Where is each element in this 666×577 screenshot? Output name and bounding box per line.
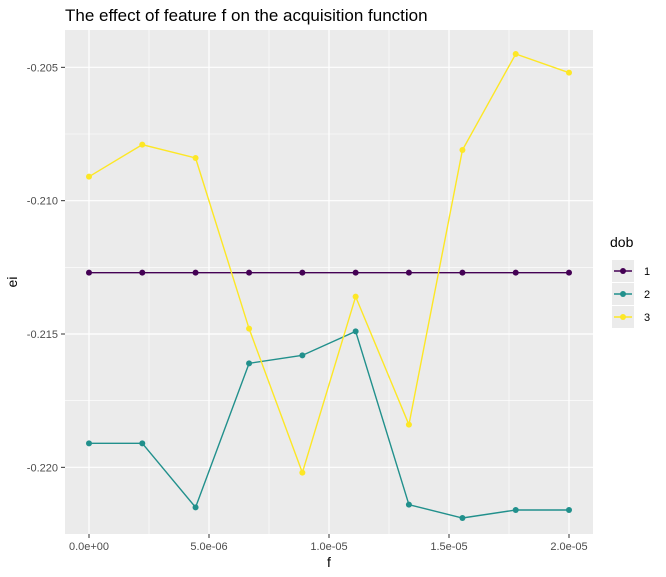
x-tick-label: 0.0e+00 bbox=[69, 541, 109, 553]
x-axis: 0.0e+00 5.0e-06 1.0e-05 1.5e-05 2.0e-05 bbox=[69, 534, 588, 553]
data-point bbox=[405, 421, 412, 428]
y-tick-label: -0.215 bbox=[27, 329, 58, 341]
legend: dob 1 2 3 bbox=[610, 234, 650, 328]
data-point bbox=[459, 147, 466, 153]
data-point bbox=[86, 440, 92, 447]
data-point bbox=[139, 440, 146, 447]
data-point bbox=[139, 269, 146, 276]
data-point bbox=[566, 69, 572, 76]
legend-label: 1 bbox=[644, 266, 650, 278]
legend-item-2: 2 bbox=[612, 283, 650, 305]
data-point bbox=[352, 328, 359, 335]
series-layer bbox=[86, 51, 572, 521]
x-tick-label: 2.0e-05 bbox=[550, 541, 587, 553]
data-point bbox=[512, 51, 519, 57]
series-2 bbox=[86, 328, 572, 521]
data-point bbox=[299, 469, 306, 476]
legend-item-1: 1 bbox=[612, 260, 650, 282]
data-point bbox=[405, 501, 412, 508]
x-tick-label: 1.5e-05 bbox=[430, 541, 467, 553]
y-tick-label: -0.220 bbox=[27, 462, 58, 474]
data-point bbox=[192, 155, 199, 161]
series-line bbox=[89, 330, 569, 519]
x-tick-label: 1.0e-05 bbox=[310, 541, 347, 553]
legend-key-point bbox=[620, 314, 626, 320]
y-tick-label: -0.205 bbox=[27, 62, 58, 74]
data-point bbox=[192, 269, 199, 276]
data-point bbox=[459, 269, 466, 276]
data-point bbox=[246, 325, 253, 332]
legend-item-3: 3 bbox=[612, 306, 650, 328]
major-grid bbox=[65, 30, 593, 534]
legend-title: dob bbox=[610, 234, 634, 250]
data-point bbox=[192, 504, 199, 511]
data-point bbox=[246, 360, 253, 367]
data-point bbox=[139, 141, 146, 148]
y-axis: -0.205 -0.210 -0.215 -0.220 bbox=[27, 62, 65, 474]
data-point bbox=[352, 269, 359, 276]
legend-label: 3 bbox=[644, 312, 650, 324]
series-line bbox=[88, 53, 570, 475]
x-tick-label: 5.0e-06 bbox=[190, 541, 227, 553]
data-point bbox=[512, 507, 519, 513]
legend-key-point bbox=[620, 291, 626, 297]
data-point bbox=[566, 269, 572, 276]
data-point bbox=[299, 352, 306, 359]
data-point bbox=[566, 507, 572, 513]
chart-title: The effect of feature f on the acquisiti… bbox=[65, 6, 428, 25]
legend-key-point bbox=[620, 268, 626, 274]
x-axis-title: f bbox=[327, 554, 331, 570]
data-point bbox=[86, 173, 92, 180]
data-point bbox=[459, 515, 466, 521]
data-point bbox=[299, 269, 306, 276]
y-axis-title: ei bbox=[4, 277, 20, 288]
data-point bbox=[352, 293, 359, 300]
series-1 bbox=[86, 269, 572, 276]
data-point bbox=[512, 269, 519, 276]
data-point bbox=[405, 269, 412, 276]
series-3 bbox=[86, 51, 572, 476]
data-point bbox=[86, 269, 92, 276]
y-tick-label: -0.210 bbox=[27, 196, 58, 208]
data-point bbox=[246, 269, 253, 276]
legend-label: 2 bbox=[644, 289, 650, 301]
